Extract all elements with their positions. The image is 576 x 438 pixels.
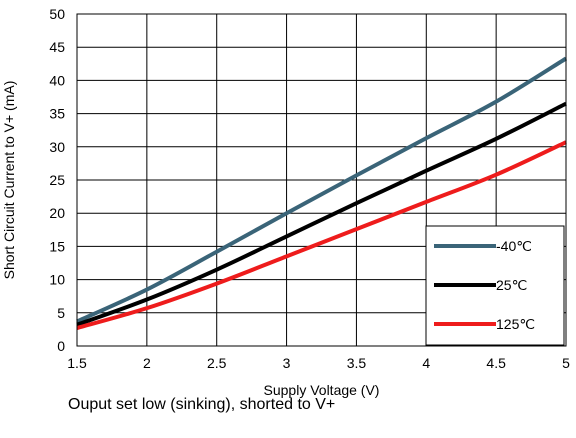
x-axis-tick-labels: 1.5 2 2.5 3 3.5 4 4.5 5 (67, 355, 570, 371)
y-tick-label: 5 (57, 305, 65, 321)
legend: -40℃ 25℃ 125℃ (425, 225, 565, 346)
x-tick-label: 3.5 (347, 355, 367, 371)
series-line-2 (76, 140, 567, 330)
y-axis-tick-labels: 0 5 10 15 20 25 30 35 40 45 50 (49, 6, 65, 354)
y-tick-label: 15 (49, 238, 65, 254)
x-axis-title: Supply Voltage (V) (264, 382, 380, 398)
series-lines (76, 56, 568, 330)
y-tick-label: 20 (49, 205, 65, 221)
x-tick-label: 5 (562, 355, 570, 371)
y-tick-label: 50 (49, 6, 65, 22)
plot-area-border (76, 13, 567, 347)
y-tick-label: 0 (57, 338, 65, 354)
legend-label-2: 125℃ (496, 316, 535, 332)
legend-label-1: 25℃ (496, 277, 527, 293)
chart-caption: Ouput set low (sinking), shorted to V+ (68, 396, 336, 413)
y-tick-label: 30 (49, 139, 65, 155)
y-axis-title: Short Circuit Current to V+ (mA) (1, 81, 17, 280)
y-tick-label: 35 (49, 106, 65, 122)
x-tick-label: 3 (283, 355, 291, 371)
x-tick-label: 1.5 (67, 355, 87, 371)
y-tick-label: 10 (49, 272, 65, 288)
series-line-0 (76, 56, 568, 324)
y-tick-label: 45 (49, 39, 65, 55)
y-tick-label: 25 (49, 172, 65, 188)
x-tick-label: 4 (422, 355, 430, 371)
x-tick-label: 2.5 (207, 355, 227, 371)
legend-label-0: -40℃ (496, 238, 532, 254)
x-tick-label: 4.5 (486, 355, 506, 371)
x-tick-label: 2 (143, 355, 151, 371)
series-line-1 (76, 101, 567, 327)
y-tick-label: 40 (49, 72, 65, 88)
